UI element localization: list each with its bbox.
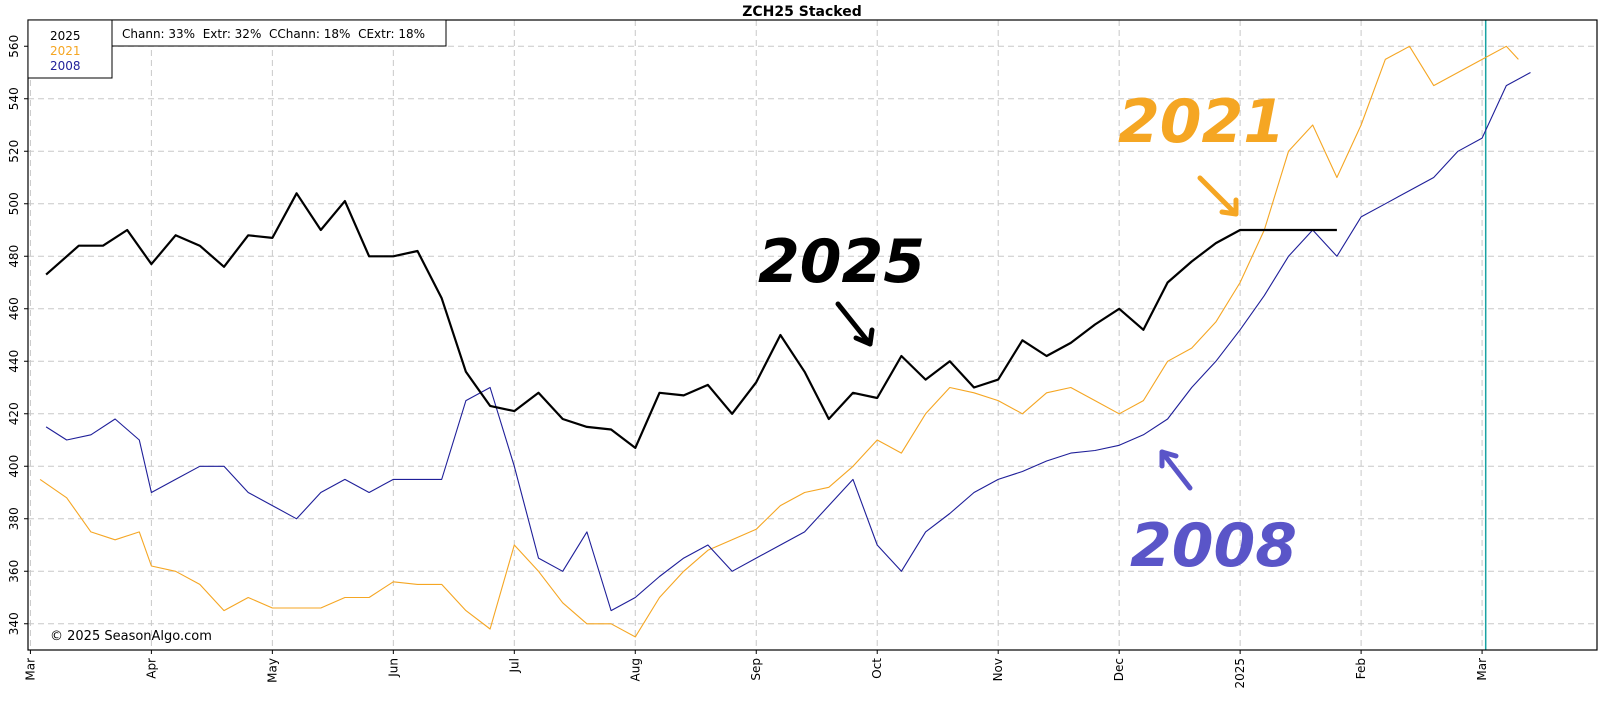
x-tick-label-jul-4: Jul [507, 658, 521, 673]
arrow-2021-head-icon [1219, 197, 1239, 217]
series-line-2021 [39, 45, 1519, 638]
x-tick-label-nov-8: Nov [991, 658, 1005, 681]
stats-box: Chann: 33% Extr: 32% CChann: 18% CExtr: … [111, 19, 447, 47]
plot-frame [27, 19, 1598, 651]
series-line-2008 [45, 72, 1531, 612]
arrow-2021-icon [1197, 175, 1239, 217]
series-lines [39, 45, 1531, 638]
x-tick-label-sep-6: Sep [749, 658, 763, 681]
y-tick-label-400: 400 [7, 455, 21, 478]
copyright-text: © 2025 SeasonAlgo.com [50, 629, 212, 644]
annotation-label-2008: 2008 [1130, 511, 1297, 581]
y-tick-label-520: 520 [7, 140, 21, 163]
y-tick-label-360: 360 [7, 560, 21, 583]
legend-entry-2008: 2008 [50, 59, 81, 73]
legend-entry-2025: 2025 [50, 29, 81, 43]
arrow-2025-head-icon [853, 327, 875, 347]
arrow-2008-head-icon [1159, 449, 1179, 469]
x-tick-label-aug-5: Aug [628, 658, 642, 681]
annotation-label-2021: 2021 [1118, 87, 1285, 157]
legend: 2025 2021 2008 [27, 19, 113, 79]
legend-entry-2021: 2021 [50, 44, 81, 58]
x-tick-label-may-2: May [265, 658, 279, 683]
annotation-2008: 2008 [1130, 449, 1297, 581]
grid [28, 20, 1597, 650]
y-tick-label-460: 460 [7, 297, 21, 320]
x-axis: Mar Apr May Jun Jul Aug Sep Oct Nov Dec 2025 Feb Mar [23, 650, 1489, 689]
y-tick-label-480: 480 [7, 245, 21, 268]
x-tick-label-oct-7: Oct [870, 658, 884, 679]
x-tick-label-mar-0: Mar [23, 658, 37, 681]
x-tick-label-mar-12: Mar [1475, 658, 1489, 681]
annotation-2021: 2021 [1118, 87, 1285, 217]
y-tick-label-380: 380 [7, 507, 21, 530]
y-tick-label-540: 540 [7, 87, 21, 110]
y-axis: 340 360 380 400 420 440 460 480 500 520 540 560 [7, 35, 28, 635]
stats-frame [111, 19, 447, 47]
x-tick-label-jun-3: Jun [386, 658, 400, 678]
series-line-2025 [45, 192, 1337, 449]
annotation-2025: 2025 [758, 227, 925, 347]
arrow-2008-icon [1159, 449, 1193, 491]
stats-label: Chann: 33% Extr: 32% CChann: 18% CExtr: … [122, 27, 425, 41]
annotation-label-2025: 2025 [758, 227, 925, 297]
x-tick-label-2025-10: 2025 [1233, 658, 1247, 689]
y-tick-label-500: 500 [7, 192, 21, 215]
y-tick-label-420: 420 [7, 402, 21, 425]
y-tick-label-560: 560 [7, 35, 21, 58]
x-tick-label-apr-1: Apr [144, 658, 158, 679]
y-tick-label-440: 440 [7, 350, 21, 373]
x-tick-label-dec-9: Dec [1112, 658, 1126, 681]
arrow-2025-icon [835, 301, 873, 347]
chart-title: ZCH25 Stacked [742, 4, 861, 20]
x-tick-label-feb-11: Feb [1354, 658, 1368, 679]
y-tick-label-340: 340 [7, 612, 21, 635]
legend-box [27, 19, 113, 79]
